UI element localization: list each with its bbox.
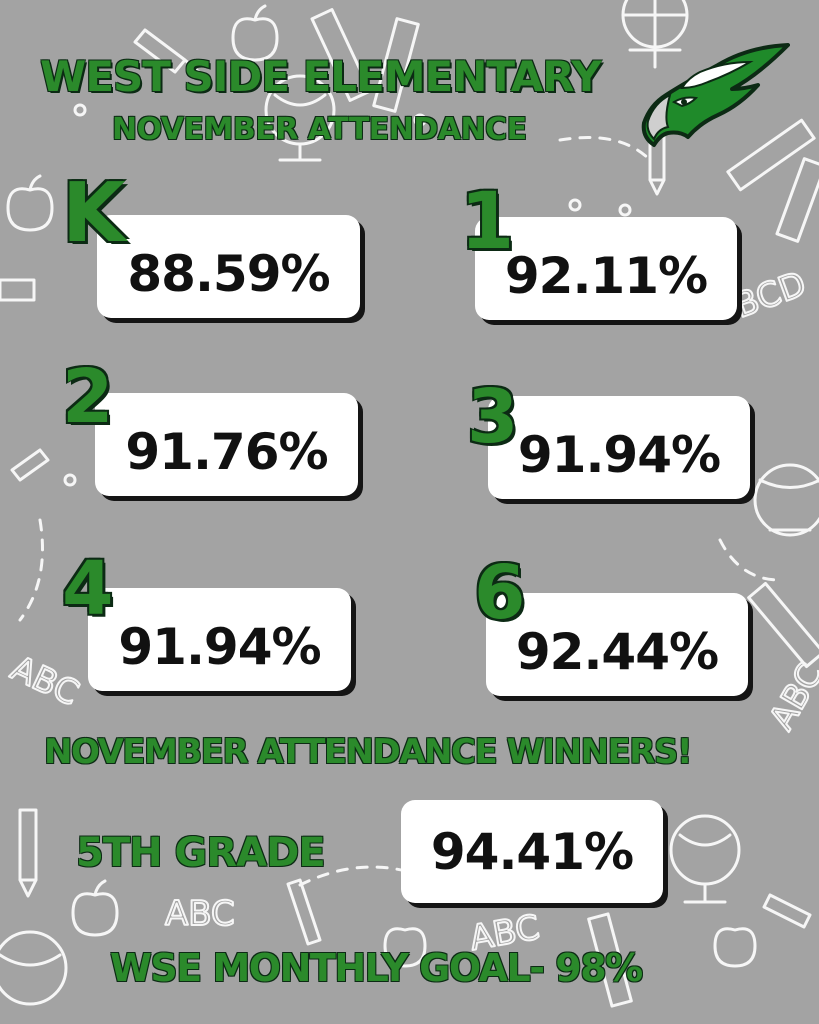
pencil-icon [18,808,38,898]
ruler-icon [726,118,819,243]
globe-icon [264,74,336,162]
globe-icon [621,0,689,69]
grade-1-attendance: 92.11% [504,246,708,305]
ruler-icon [310,8,420,113]
pencil-icon [762,893,812,929]
svg-text:ABC: ABC [165,894,235,934]
pencil-icon [10,448,50,482]
globe-icon [753,463,819,537]
grade-3-card: 91.94% [488,396,750,499]
globe-icon [0,930,68,1006]
grade-6-label: 6 [474,550,526,636]
grade-k-attendance: 88.59% [127,244,330,303]
school-title: WEST SIDE ELEMENTARY [40,52,602,101]
grade-k-card: 88.59% [97,215,360,318]
grade-4-card: 91.94% [88,588,351,691]
ruler-icon [587,912,633,1008]
winner-grade-label: 5TH GRADE [76,830,326,876]
grade-6-card: 92.44% [486,593,748,696]
pencil-icon [133,28,201,74]
grade-4-label: 4 [62,546,114,632]
grade-6-attendance: 92.44% [515,622,719,681]
grade-3-attendance: 91.94% [517,425,721,484]
grade-1-label: 1 [460,177,515,267]
globe-icon [669,814,741,904]
winner-card: 94.41% [401,800,663,903]
grade-2-attendance: 91.76% [125,422,328,481]
apple-icon [713,927,757,968]
svg-text:ABC: ABC [5,648,85,714]
pencil-icon [286,878,322,946]
winner-attendance: 94.41% [430,822,634,881]
apple-icon [231,4,279,62]
grade-1-card: 92.11% [475,217,737,320]
ruler-icon [747,581,819,669]
grade-k-label: K [62,166,126,261]
apple-icon [71,879,119,937]
svg-text:ABC: ABC [762,656,819,736]
grade-3-label: 3 [467,374,519,460]
grade-2-card: 91.76% [95,393,358,496]
grade-2-label: 2 [62,354,114,440]
monthly-goal: WSE MONTHLY GOAL- 98% [110,946,643,990]
apple-icon [383,927,427,968]
eagle-head-icon [641,43,790,147]
apple-icon [6,174,54,232]
winners-heading: NOVEMBER ATTENDANCE WINNERS! [44,732,692,772]
page-subtitle: NOVEMBER ATTENDANCE [112,112,527,147]
svg-text:BCD: BCD [729,264,811,326]
ruler-icon [0,278,36,302]
grade-4-attendance: 91.94% [118,617,321,676]
